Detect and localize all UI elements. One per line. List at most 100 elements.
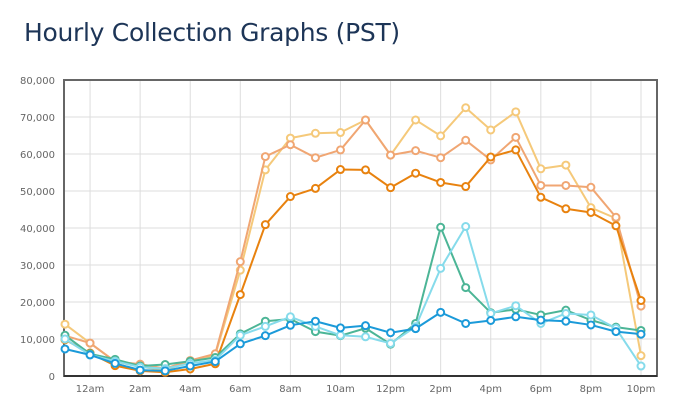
data-point — [335, 330, 345, 340]
data-point — [386, 328, 396, 338]
x-tick-label: 10pm — [627, 384, 656, 395]
data-point — [411, 324, 421, 334]
data-point — [511, 132, 521, 142]
x-tick-label: 4pm — [480, 384, 502, 395]
x-tick-label: 10am — [326, 384, 355, 395]
data-point — [386, 338, 396, 348]
data-point — [486, 125, 496, 135]
x-tick-label: 4am — [179, 384, 201, 395]
y-tick-label: 60,000 — [20, 150, 55, 161]
page-title: Hourly Collection Graphs (PST) — [24, 18, 400, 47]
data-point — [536, 180, 546, 190]
data-point — [561, 308, 571, 318]
data-point — [361, 115, 371, 125]
data-point — [636, 361, 646, 371]
data-point — [461, 318, 471, 328]
data-point — [611, 212, 621, 222]
y-tick-label: 30,000 — [20, 261, 55, 272]
data-point — [185, 361, 195, 371]
data-point — [160, 366, 170, 376]
data-point — [436, 131, 446, 141]
data-point — [235, 330, 245, 340]
data-point — [586, 310, 596, 320]
data-point — [511, 107, 521, 117]
x-tick-label: 8pm — [580, 384, 602, 395]
data-point — [310, 183, 320, 193]
x-tick-label: 12pm — [376, 384, 405, 395]
data-point — [536, 192, 546, 202]
x-tick-label: 2am — [129, 384, 151, 395]
data-point — [210, 357, 220, 367]
data-point — [386, 150, 396, 160]
data-point — [561, 316, 571, 326]
data-point — [511, 301, 521, 311]
data-point — [235, 257, 245, 267]
data-point — [310, 128, 320, 138]
data-point — [260, 220, 270, 230]
data-point — [235, 290, 245, 300]
data-point — [285, 312, 295, 322]
data-point — [436, 263, 446, 273]
series-blue — [60, 307, 646, 376]
data-point — [536, 315, 546, 325]
data-point — [586, 207, 596, 217]
data-point — [461, 222, 471, 232]
data-point — [411, 115, 421, 125]
data-point — [636, 329, 646, 339]
data-point — [561, 204, 571, 214]
data-point — [285, 320, 295, 330]
data-point — [386, 183, 396, 193]
data-point — [85, 350, 95, 360]
data-point — [586, 320, 596, 330]
data-point — [436, 222, 446, 232]
data-point — [135, 365, 145, 375]
data-point — [561, 160, 571, 170]
data-point — [335, 128, 345, 138]
data-point — [285, 140, 295, 150]
data-point — [260, 321, 270, 331]
data-point — [611, 221, 621, 231]
y-tick-label: 70,000 — [20, 113, 55, 124]
y-tick-label: 80,000 — [20, 76, 55, 87]
data-point — [586, 182, 596, 192]
data-point — [461, 182, 471, 192]
data-point — [511, 145, 521, 155]
data-point — [361, 321, 371, 331]
data-point — [361, 165, 371, 175]
data-point — [411, 168, 421, 178]
x-tick-label: 6pm — [530, 384, 552, 395]
y-tick-label: 10,000 — [20, 335, 55, 346]
data-point — [461, 283, 471, 293]
y-tick-label: 50,000 — [20, 187, 55, 198]
data-point — [260, 331, 270, 341]
y-tick-label: 0 — [49, 372, 55, 383]
data-point — [110, 358, 120, 368]
data-point — [511, 312, 521, 322]
data-point — [436, 307, 446, 317]
data-point — [260, 152, 270, 162]
data-point — [486, 308, 496, 318]
data-point — [611, 327, 621, 337]
data-point — [85, 338, 95, 348]
data-point — [461, 135, 471, 145]
data-point — [636, 351, 646, 361]
x-tick-label: 6am — [229, 384, 251, 395]
x-tick-label: 12am — [76, 384, 105, 395]
data-point — [436, 177, 446, 187]
data-point — [461, 103, 471, 113]
data-point — [285, 192, 295, 202]
x-tick-label: 2pm — [429, 384, 451, 395]
data-point — [335, 165, 345, 175]
y-tick-label: 40,000 — [20, 224, 55, 235]
data-point — [310, 153, 320, 163]
data-point — [335, 145, 345, 155]
data-point — [60, 319, 70, 329]
data-point — [60, 344, 70, 354]
data-point — [361, 332, 371, 342]
data-point — [486, 316, 496, 325]
data-point — [486, 152, 496, 162]
data-point — [536, 164, 546, 174]
data-point — [310, 316, 320, 326]
data-point — [436, 153, 446, 163]
